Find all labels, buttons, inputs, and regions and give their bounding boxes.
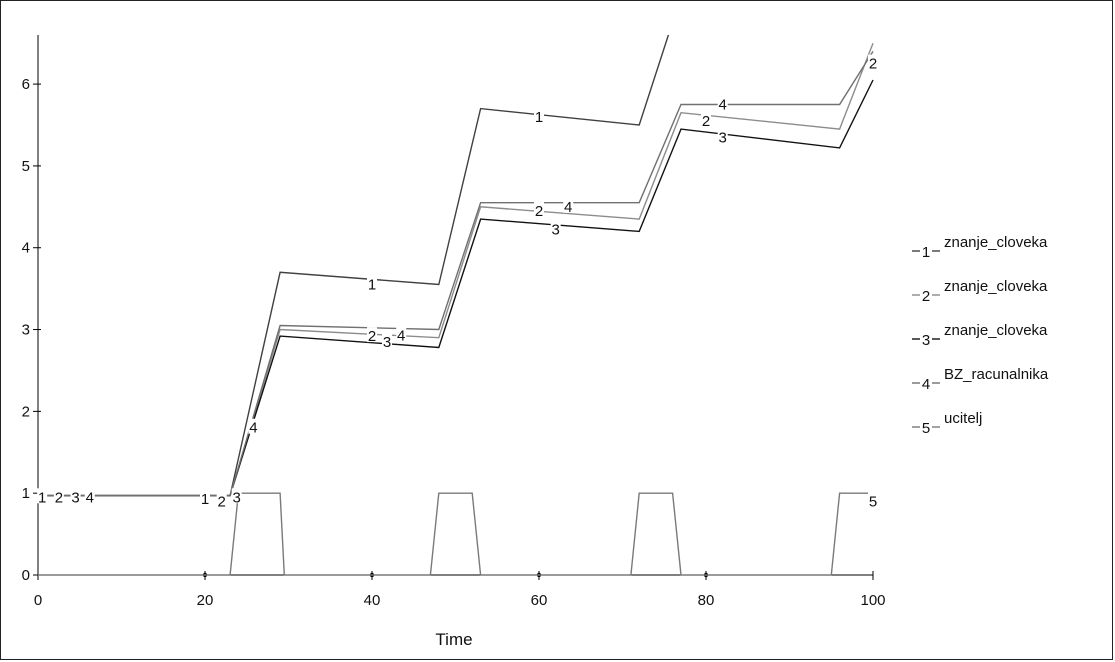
series-label-2: 2 xyxy=(218,493,226,510)
y-tick-label: 6 xyxy=(22,76,30,93)
legend-label: ucitelj xyxy=(944,410,982,427)
series-label-3: 3 xyxy=(233,489,241,506)
series-label-bg xyxy=(248,418,259,434)
legend-marker: 4 xyxy=(922,376,930,393)
series-label-2: 2 xyxy=(55,489,63,506)
series-label-bg xyxy=(550,220,561,236)
series-label-bg xyxy=(216,492,227,508)
legend-label: znanje_cloveka xyxy=(944,234,1048,251)
y-tick-label: 5 xyxy=(22,158,30,175)
series-label-bg xyxy=(868,54,878,70)
series-label-1: 1 xyxy=(201,491,209,508)
series-lines xyxy=(38,35,874,576)
series-line-3 xyxy=(38,79,874,497)
series-label-4: 4 xyxy=(86,489,94,506)
x-tick-label: 20 xyxy=(197,592,214,609)
series-label-bg xyxy=(200,489,210,505)
legend-marker: 3 xyxy=(922,332,930,349)
series-label-bg xyxy=(396,326,407,342)
series-line-2 xyxy=(38,42,874,497)
series-line-5 xyxy=(38,492,873,576)
y-tick-label: 0 xyxy=(22,567,30,584)
series-label-2: 2 xyxy=(535,203,543,220)
series-label-bg xyxy=(37,488,48,504)
series-label-bg xyxy=(367,327,377,343)
series-line-4 xyxy=(38,51,874,497)
legend-label: znanje_cloveka xyxy=(944,278,1048,295)
series-label-bg xyxy=(563,197,574,213)
x-tick-label: 40 xyxy=(364,592,381,609)
y-tick-label: 2 xyxy=(22,403,30,420)
series-label-3: 3 xyxy=(71,489,79,506)
series-label-bg xyxy=(717,95,728,111)
series-label-bg xyxy=(53,488,64,504)
series-label-bg xyxy=(534,107,544,123)
series-label-3: 3 xyxy=(719,129,727,146)
legend: 1 znanje_cloveka 2 znanje_cloveka 3 znanje_cl… xyxy=(912,234,1049,437)
series-label-bg xyxy=(70,488,81,504)
legend-marker: 1 xyxy=(922,244,930,261)
series-label-2: 2 xyxy=(869,56,877,73)
series-label-bg xyxy=(231,488,242,504)
series-label-1: 1 xyxy=(535,109,543,126)
y-tick-label: 1 xyxy=(22,485,30,502)
series-label-bg xyxy=(367,275,377,291)
legend-marker: 2 xyxy=(922,288,930,305)
series-label-4: 4 xyxy=(397,327,405,344)
series-label-2: 2 xyxy=(702,113,710,130)
series-label-1: 1 xyxy=(368,277,376,294)
legend-label: znanje_cloveka xyxy=(944,322,1048,339)
x-tick-label: 0 xyxy=(34,592,42,609)
x-tick-label: 80 xyxy=(698,592,715,609)
series-label-3: 3 xyxy=(552,222,560,239)
series-label-bg xyxy=(717,128,728,144)
y-tick-label: 4 xyxy=(22,240,30,257)
series-label-4: 4 xyxy=(249,420,257,437)
series-label-bg xyxy=(382,332,393,348)
y-tick-label: 3 xyxy=(22,322,30,339)
x-tick-label: 60 xyxy=(531,592,548,609)
series-label-5: 5 xyxy=(869,493,877,510)
series-label-bg xyxy=(84,488,95,504)
legend-marker: 5 xyxy=(922,420,930,437)
series-label-2: 2 xyxy=(368,328,376,345)
series-label-bg xyxy=(534,201,544,217)
series-label-bg xyxy=(868,492,878,508)
series-label-bg xyxy=(701,111,711,127)
series-label-3: 3 xyxy=(383,334,391,351)
series-line-1 xyxy=(38,35,670,497)
legend-label: BZ_racunalnika xyxy=(944,366,1049,383)
series-label-1: 1 xyxy=(38,489,46,506)
series-label-4: 4 xyxy=(564,199,572,216)
series-label-4: 4 xyxy=(719,97,727,114)
x-tick-label: 100 xyxy=(860,592,885,609)
x-axis-title: Time xyxy=(435,630,472,649)
